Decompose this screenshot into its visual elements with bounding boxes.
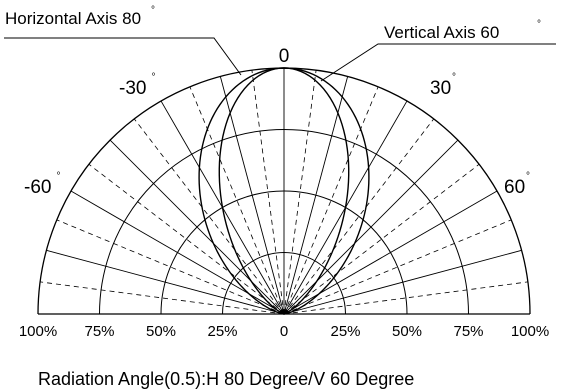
radial-tick-label: 75% bbox=[453, 323, 483, 340]
spoke-dashed-line bbox=[251, 70, 285, 315]
radial-tick-label: 100% bbox=[19, 323, 57, 340]
chart-caption: Radiation Angle(0.5):H 80 Degree/V 60 De… bbox=[38, 369, 414, 389]
spoke-line bbox=[219, 76, 285, 315]
spoke-line bbox=[283, 76, 349, 315]
angle-degree-mark: ° bbox=[452, 72, 456, 83]
angle-label: 60 bbox=[504, 177, 525, 198]
angle-degree-mark: ° bbox=[526, 171, 530, 182]
spoke-dashed-line bbox=[56, 219, 285, 315]
spoke-dashed-line bbox=[189, 86, 285, 315]
horizontal-axis-leader bbox=[4, 37, 242, 76]
spoke-line bbox=[46, 249, 285, 315]
radial-tick-label: 25% bbox=[207, 323, 237, 340]
legend-vertical-degree-mark: ° bbox=[537, 19, 541, 30]
spoke-dashed-line bbox=[283, 219, 512, 315]
spoke-line bbox=[109, 139, 285, 315]
spoke-line bbox=[283, 139, 459, 315]
radial-tick-label: 50% bbox=[392, 323, 422, 340]
spoke-dashed-line bbox=[133, 118, 285, 315]
spoke-dashed-line bbox=[283, 163, 480, 315]
vertical-axis-curve bbox=[218, 67, 350, 315]
angle-label: 30 bbox=[430, 78, 451, 99]
spoke-dashed-line bbox=[283, 281, 528, 315]
spoke-line bbox=[283, 249, 522, 315]
angle-degree-mark: ° bbox=[57, 171, 61, 182]
spoke-dashed-line bbox=[88, 163, 285, 315]
angle-degree-mark: ° bbox=[152, 72, 156, 83]
vertical-axis-leader bbox=[320, 43, 556, 82]
polar-grid bbox=[37, 67, 531, 315]
radial-tick-label: 100% bbox=[511, 323, 549, 340]
radial-tick-label: 0 bbox=[280, 323, 288, 340]
spoke-dashed-line bbox=[283, 118, 435, 315]
spoke-line bbox=[70, 190, 285, 315]
radial-tick-label: 50% bbox=[146, 323, 176, 340]
angle-label: -60 bbox=[24, 177, 51, 198]
angle-label: 0 bbox=[279, 46, 290, 67]
spoke-line bbox=[283, 190, 498, 315]
spoke-dashed-line bbox=[40, 281, 285, 315]
legend-vertical-axis: Vertical Axis 60 bbox=[384, 23, 499, 42]
legend-horizontal-degree-mark: ° bbox=[151, 5, 155, 16]
radial-tick-label: 25% bbox=[330, 323, 360, 340]
pattern-curves bbox=[198, 67, 370, 315]
angle-label: -30 bbox=[119, 78, 146, 99]
radial-tick-label: 75% bbox=[84, 323, 114, 340]
chart-labels: Horizontal Axis 80 ° Vertical Axis 60 ° … bbox=[5, 5, 549, 389]
legend-leaders bbox=[4, 37, 556, 82]
spoke-dashed-line bbox=[283, 70, 317, 315]
spoke-dashed-line bbox=[283, 86, 379, 315]
legend-horizontal-axis: Horizontal Axis 80 bbox=[5, 9, 141, 28]
